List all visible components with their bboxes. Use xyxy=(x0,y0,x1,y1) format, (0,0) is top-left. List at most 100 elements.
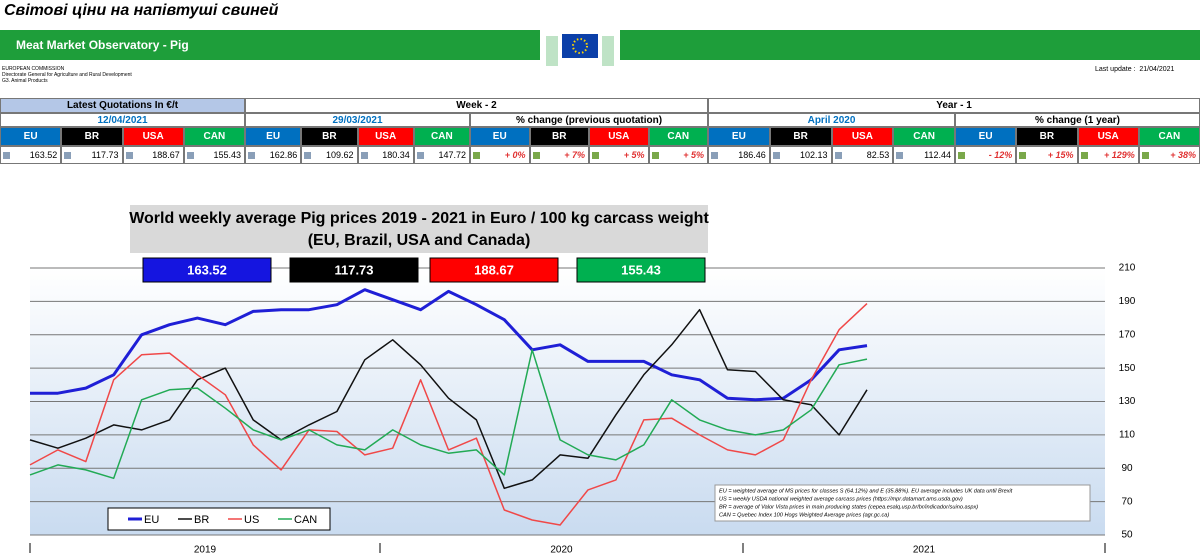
trend-icon xyxy=(248,152,255,159)
column-header: EU xyxy=(708,127,770,146)
org: EUROPEAN COMMISSION Directorate General … xyxy=(2,66,132,84)
table-value: 180.34 xyxy=(357,146,414,164)
table-value: 186.46 xyxy=(708,146,770,164)
trend-icon xyxy=(304,152,312,159)
table-value: 82.53 xyxy=(831,146,894,164)
x-year-label: 2020 xyxy=(550,545,573,555)
legend-label: EU xyxy=(144,514,159,526)
note-line: BR = average of Valor Vista prices in ma… xyxy=(719,504,978,510)
table-value: 163.52 xyxy=(0,146,62,164)
trend-icon xyxy=(711,152,718,159)
value-box xyxy=(576,257,706,283)
table-value: 155.43 xyxy=(183,146,245,164)
table-value: 188.67 xyxy=(122,146,184,164)
trend-icon xyxy=(3,152,10,159)
column-header: BR xyxy=(61,127,123,146)
column-header: CAN xyxy=(893,127,955,146)
table-value: + 7% xyxy=(529,146,589,164)
legend-label: BR xyxy=(194,514,209,526)
y-tick-label: 150 xyxy=(1119,363,1136,374)
value-box xyxy=(142,257,272,283)
column-header: BR xyxy=(529,127,589,146)
sub-header: April 2020 xyxy=(708,113,955,127)
table-value: + 15% xyxy=(1016,146,1078,164)
y-tick-label: 190 xyxy=(1119,296,1136,307)
trend-icon xyxy=(896,152,904,159)
trend-icon xyxy=(473,152,480,159)
y-tick-label: 70 xyxy=(1121,496,1133,507)
trend-icon xyxy=(772,152,780,159)
trend-icon xyxy=(64,152,72,159)
table-value: + 5% xyxy=(648,146,708,164)
table-value: 162.86 xyxy=(245,146,302,164)
note-line: EU = weighted average of MS prices for c… xyxy=(719,488,1013,494)
legend-label: CAN xyxy=(294,514,317,526)
value-box-label: 163.52 xyxy=(187,262,227,277)
column-header: USA xyxy=(122,127,184,146)
trend-icon xyxy=(186,152,194,159)
value-box-label: 117.73 xyxy=(334,262,373,277)
note-line: US = weekly USDA national weighted avera… xyxy=(719,496,963,502)
trend-icon xyxy=(532,152,540,159)
column-header: EU xyxy=(955,127,1017,146)
column-header: CAN xyxy=(1138,127,1200,146)
column-header: USA xyxy=(589,127,649,146)
trend-icon xyxy=(125,152,133,159)
x-year-label: 2019 xyxy=(194,545,217,555)
update: Last update : 21/04/2021 xyxy=(1095,66,1174,73)
column-header: CAN xyxy=(413,127,470,146)
trend-icon xyxy=(1019,152,1027,159)
column-header: EU xyxy=(245,127,302,146)
y-tick-label: 90 xyxy=(1121,463,1133,474)
column-header: BR xyxy=(301,127,358,146)
column-header: BR xyxy=(1016,127,1078,146)
chart: 50 70 90 110 130 150 170 190 210 2019 2020 2021 Worl… xyxy=(29,205,1136,555)
trend-icon xyxy=(834,152,842,159)
table-value: + 38% xyxy=(1138,146,1200,164)
series-line xyxy=(29,303,868,526)
update-label: Last update : xyxy=(1095,66,1136,73)
trend-icon xyxy=(416,152,424,159)
y-tick-label: 110 xyxy=(1119,430,1135,441)
table-value: + 0% xyxy=(470,146,530,164)
legend-box xyxy=(107,507,331,531)
chart-title: World weekly average Pig prices 2019 - 2… xyxy=(129,210,709,227)
value-box xyxy=(429,257,559,283)
series-line xyxy=(30,288,868,402)
org-line: G3. Animal Products xyxy=(2,78,48,84)
banner-text: Meat Market Observatory - Pig xyxy=(16,38,189,52)
table-value: + 5% xyxy=(589,146,649,164)
y-tick-label: 130 xyxy=(1119,396,1136,407)
table-value: 109.62 xyxy=(301,146,358,164)
legend-label: US xyxy=(244,514,259,526)
table-value: 117.73 xyxy=(61,146,123,164)
page-title: Світові ціни на напівтуші свиней xyxy=(4,2,279,19)
trend-icon xyxy=(1080,152,1088,159)
note-line: CAN = Quebec Index 100 Hogs Weighted Ave… xyxy=(719,512,889,518)
column-header: EU xyxy=(470,127,530,146)
notes-box xyxy=(714,484,1091,522)
org-line: EUROPEAN COMMISSION xyxy=(2,66,65,72)
column-header: USA xyxy=(831,127,894,146)
logo xyxy=(540,28,620,72)
trend-icon xyxy=(651,152,659,159)
value-box xyxy=(289,257,419,283)
group-header: Week - 2 xyxy=(245,98,708,113)
series-line xyxy=(29,349,868,480)
sub-header: 29/03/2021 xyxy=(245,113,470,127)
table-value: 102.13 xyxy=(769,146,832,164)
group-header: Year - 1 xyxy=(708,98,1200,113)
series-line xyxy=(29,308,868,490)
y-tick-label: 210 xyxy=(1119,263,1136,274)
column-header: USA xyxy=(357,127,414,146)
column-header: CAN xyxy=(183,127,245,146)
column-header: USA xyxy=(1077,127,1139,146)
column-header: EU xyxy=(0,127,62,146)
sub-header: 12/04/2021 xyxy=(0,113,245,127)
x-year-label: 2021 xyxy=(913,545,936,555)
value-box-label: 188.67 xyxy=(474,262,514,277)
update-date: 21/04/2021 xyxy=(1139,66,1175,73)
chart-title: (EU, Brazil, USA and Canada) xyxy=(308,232,531,249)
table-value: - 12% xyxy=(955,146,1017,164)
